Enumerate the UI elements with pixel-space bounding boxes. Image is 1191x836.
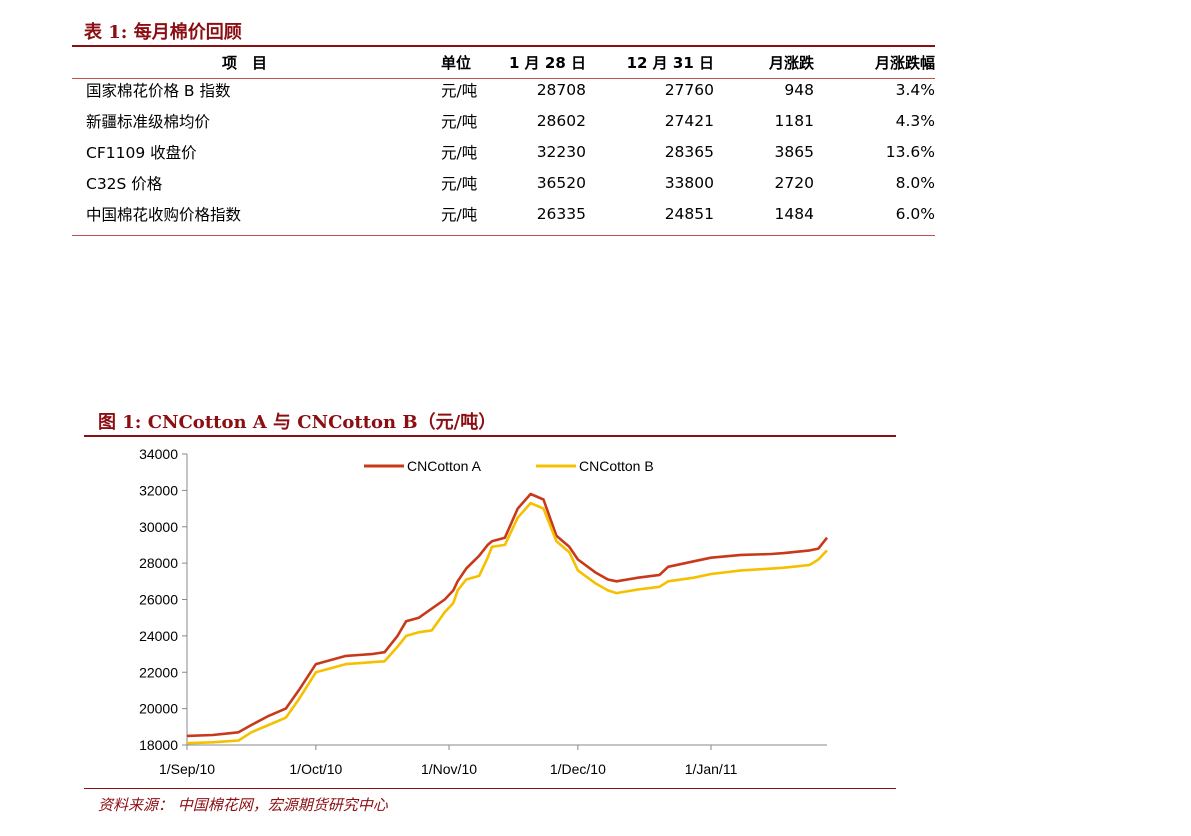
y-tick-label: 22000	[139, 664, 178, 680]
figure-title: 图 1: CNCotton A 与 CNCotton B（元/吨）	[98, 412, 497, 433]
table-top-rule	[72, 45, 935, 47]
header-item: 项 目	[222, 53, 268, 72]
x-tick-label: 1/Jan/11	[685, 761, 738, 777]
cell-jan28: 26335	[536, 204, 586, 223]
header-unit: 单位	[441, 53, 472, 72]
y-tick-label: 28000	[139, 555, 178, 571]
cell-dec31: 28365	[664, 142, 714, 161]
cell-jan28: 28708	[536, 80, 586, 99]
cell-change-pct: 8.0%	[895, 173, 935, 192]
source-note: 资料来源： 中国棉花网，宏源期货研究中心	[98, 796, 388, 814]
x-tick-label: 1/Sep/10	[159, 761, 215, 777]
y-tick-label: 20000	[139, 701, 178, 717]
cell-change-pct: 13.6%	[885, 142, 935, 161]
legend-label: CNCotton A	[407, 458, 482, 474]
cell-item: 中国棉花收购价格指数	[86, 205, 242, 224]
table-row: 国家棉花价格 B 指数 元/吨 28708 27760 948 3.4%	[72, 74, 935, 105]
cell-item: CF1109 收盘价	[86, 143, 197, 162]
price-review-table: 项 目 单位 1 月 28 日 12 月 31 日 月涨跌 月涨跌幅 国家棉花价…	[72, 50, 935, 229]
cell-unit: 元/吨	[441, 143, 478, 162]
cell-change: 948	[784, 80, 814, 99]
y-tick-label: 32000	[139, 482, 178, 498]
cell-jan28: 36520	[536, 173, 586, 192]
x-tick-label: 1/Oct/10	[289, 761, 342, 777]
cell-dec31: 33800	[664, 173, 714, 192]
y-tick-label: 24000	[139, 628, 178, 644]
cell-dec31: 27760	[664, 80, 714, 99]
series-line-cncotton-a	[186, 492, 829, 738]
table-title: 表 1: 每月棉价回顾	[84, 22, 242, 43]
cotton-price-chart: 18000 20000 22000 24000 26000 28000 30000 32000…	[139, 446, 829, 777]
figure-bottom-rule	[84, 788, 896, 789]
y-tick-label: 30000	[139, 519, 178, 535]
header-rule	[72, 78, 935, 79]
table-row: CF1109 收盘价 元/吨 32230 28365 3865 13.6%	[72, 136, 935, 167]
y-tick-label: 34000	[139, 446, 178, 462]
table-row: C32S 价格 元/吨 36520 33800 2720 8.0%	[72, 167, 935, 198]
header-jan28: 1 月 28 日	[509, 53, 586, 72]
cell-change-pct: 4.3%	[895, 111, 935, 130]
cell-change-pct: 6.0%	[895, 204, 935, 223]
table-header-row: 项 目 单位 1 月 28 日 12 月 31 日 月涨跌 月涨跌幅	[72, 50, 935, 74]
y-tick-label: 18000	[139, 737, 178, 753]
x-tick-label: 1/Nov/10	[421, 761, 477, 777]
x-tick-label: 1/Dec/10	[550, 761, 606, 777]
cell-change: 1484	[774, 204, 814, 223]
table-row: 中国棉花收购价格指数 元/吨 26335 24851 1484 6.0%	[72, 198, 935, 229]
cell-change: 3865	[774, 142, 814, 161]
series-line-cncotton-b	[186, 501, 828, 745]
cell-change: 2720	[774, 173, 814, 192]
cell-change: 1181	[774, 111, 814, 130]
table-row: 新疆标准级棉均价 元/吨 28602 27421 1181 4.3%	[72, 105, 935, 136]
cell-change-pct: 3.4%	[895, 80, 935, 99]
header-dec31: 12 月 31 日	[626, 53, 714, 72]
cell-jan28: 28602	[536, 111, 586, 130]
cell-dec31: 24851	[664, 204, 714, 223]
cell-unit: 元/吨	[441, 81, 478, 100]
header-change: 月涨跌	[768, 53, 814, 72]
cell-item: 新疆标准级棉均价	[86, 112, 211, 131]
figure-top-rule	[84, 435, 896, 437]
legend-label: CNCotton B	[579, 458, 654, 474]
table-bottom-rule	[72, 235, 935, 236]
header-change-pct: 月涨跌幅	[874, 53, 935, 72]
cell-unit: 元/吨	[441, 205, 478, 224]
cell-unit: 元/吨	[441, 174, 478, 193]
cell-dec31: 27421	[664, 111, 714, 130]
cell-item: C32S 价格	[86, 174, 163, 193]
y-tick-label: 26000	[139, 592, 178, 608]
cell-jan28: 32230	[536, 142, 586, 161]
cell-item: 国家棉花价格 B 指数	[86, 81, 231, 100]
cell-unit: 元/吨	[441, 112, 478, 131]
